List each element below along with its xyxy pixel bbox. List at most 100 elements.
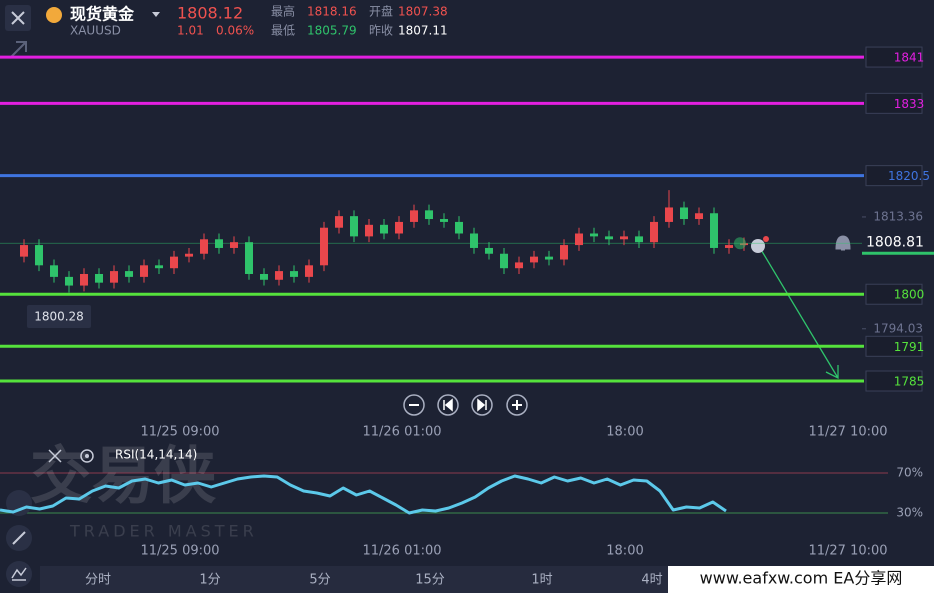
candle-body [455,221,463,234]
candle-body [350,216,358,237]
candle-body [590,233,598,237]
candle-body [710,213,718,248]
candle-body [470,233,478,248]
icon [85,454,89,458]
candle-body [650,221,658,243]
level-label: 1820.5 [888,169,930,183]
candle-body [410,210,418,222]
level-label: 1833 [894,97,925,111]
price-change: 1.01 [177,24,204,38]
x-tick-label: 11/26 01:00 [362,544,441,559]
candle-body [230,242,238,248]
candle-body [65,276,73,286]
icon [477,398,487,412]
timeframe-tab[interactable]: 分时 [85,573,111,588]
candle-body [275,271,283,280]
close-indicator[interactable] [48,449,62,463]
y-tick-label: 1813.36 [873,209,923,223]
low-marker-box [27,305,91,328]
candle-body [680,207,688,220]
candle-body [20,245,28,257]
level-tag [865,165,923,187]
x-tick-label: 11/25 09:00 [140,425,219,440]
candle-body [380,224,388,234]
timeframe-tab[interactable]: 5分 [309,573,330,588]
candle-body [635,236,643,243]
candle-body [155,265,163,269]
level-label: 1791 [894,340,925,354]
dropdown-caret[interactable] [152,12,160,17]
candle-body [320,227,328,266]
tool-button[interactable] [6,561,32,587]
rsi-level-label: 70% [896,466,923,480]
y-tick-label: 1794.03 [873,321,923,335]
timeframe-tab[interactable]: 1时 [531,573,552,588]
candle-body [35,245,43,266]
info-icon[interactable] [751,239,765,253]
level-tag [865,46,923,68]
candle-body [515,262,523,269]
candle-body [575,233,583,246]
candle-body [215,239,223,248]
stat-value: 1807.11 [398,24,448,38]
low-marker: 1800.28 [34,310,84,324]
timeframe-tab[interactable]: 15分 [415,573,445,588]
x-tick-label: 11/26 01:00 [362,425,441,440]
zoom-in[interactable] [506,394,528,416]
candle-body [440,219,448,222]
candle-body [725,245,733,248]
candle-body [560,245,568,260]
candle-body [485,247,493,254]
scroll-end[interactable] [471,394,493,416]
site-watermark: www.eafxw.com EA分享网 [700,569,903,588]
candle-body [140,265,148,277]
icon [512,400,522,410]
candle-body [50,265,58,277]
symbol-code: XAUUSD [70,24,121,38]
candle-body [185,253,193,257]
tool-button[interactable] [6,490,32,516]
candle-body [395,221,403,234]
level-label: 1841 [894,51,925,65]
zoom-out[interactable] [403,394,425,416]
close-icon [11,11,25,25]
x-tick-label: 11/27 10:00 [808,544,887,559]
current-price-label: 1808.81 [866,234,924,250]
stat-label: 最高 [271,4,295,19]
candle-body [620,236,628,240]
x-tick-label: 11/27 10:00 [808,425,887,440]
level-tag [865,283,923,305]
symbol-name[interactable]: 现货黄金 [70,5,135,24]
x-tick-label: 18:00 [606,425,643,440]
stat-label: 开盘 [369,4,393,19]
forecast-arrow [759,247,839,380]
expand-icon[interactable] [9,41,27,59]
level-tag [865,335,923,357]
candle-body [500,253,508,269]
level-label: 1800 [894,288,925,302]
indicator-title: RSI(14,14,14) [115,448,197,462]
brand-subtitle: TRADER MASTER [69,522,258,541]
scroll-start[interactable] [437,394,459,416]
stat-value: 1818.16 [307,5,357,19]
side-toolbar [6,490,32,587]
candle-body [425,210,433,220]
icon [11,567,27,581]
icon [12,531,26,545]
candle-body [245,242,253,274]
rsi-level-label: 30% [896,506,923,520]
indicator-settings[interactable] [80,449,94,463]
icon [443,398,453,412]
timeframe-tab[interactable]: 1分 [199,573,220,588]
candle-body [170,256,178,269]
watermark-box [668,566,934,593]
stat-label: 昨收 [369,24,393,38]
stat-value: 1807.38 [398,5,448,19]
rsi-line [0,474,727,515]
candle-body [365,224,373,237]
zoom-controls [403,394,528,416]
timeframe-tab[interactable]: 4时 [641,573,662,588]
gold-logo [46,7,62,23]
level-label: 1785 [894,375,925,389]
